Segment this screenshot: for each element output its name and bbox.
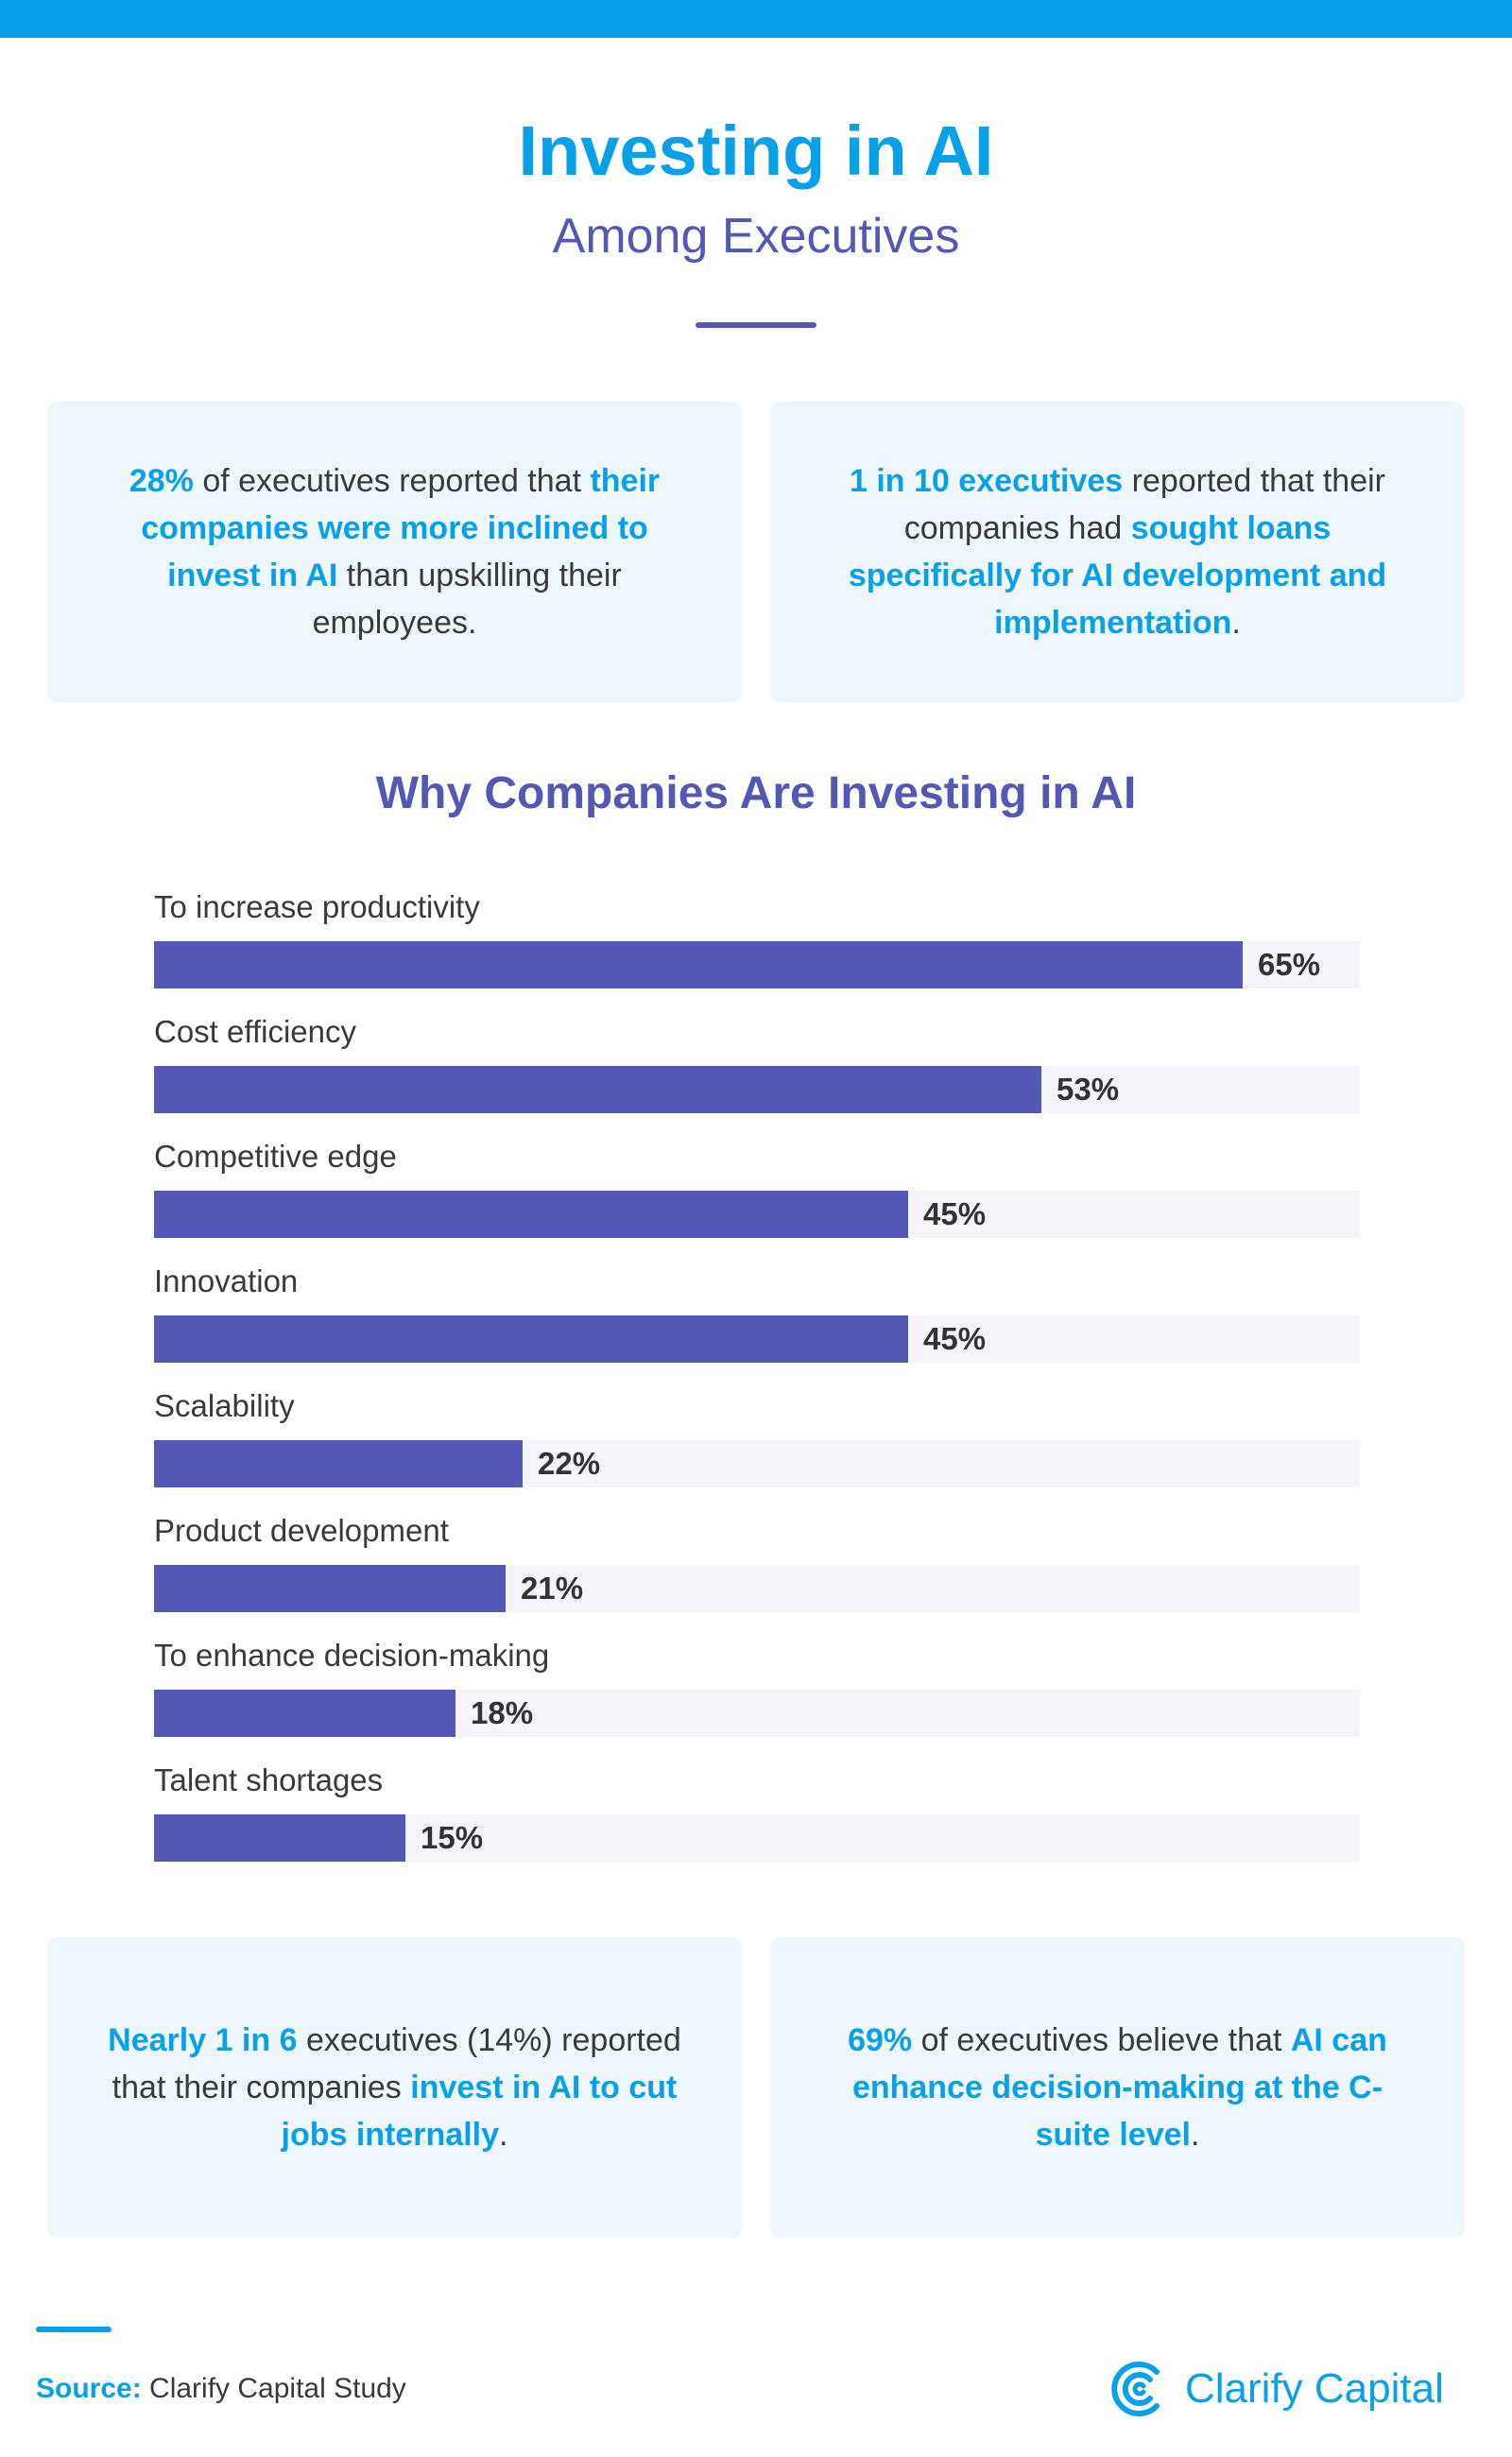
source-note: Source: Clarify Capital Study [36,2370,406,2408]
bar-label: Scalability [154,1388,295,1423]
title-bold: Investing [518,112,826,190]
stat-card-decision-making: 69% of executives believe that AI can en… [770,1937,1465,2238]
body-text: . [499,2117,508,2153]
source-text: Clarify Capital Study [141,2373,406,2404]
bar-label: Product development [154,1513,449,1548]
top-accent-bar [0,0,1512,38]
bar-track: 15% [154,1814,1360,1862]
bar-row: Cost efficiency 53% [154,1013,1360,1126]
bar-value-label: 53% [1057,1072,1120,1107]
stat-card-upskilling: 28% of executives reported that their co… [47,402,742,702]
bar-track: 45% [154,1191,1360,1238]
bar-row: To enhance decision-making 18% [154,1637,1360,1750]
bar-label: Innovation [154,1263,299,1298]
bar-track: 65% [154,941,1360,988]
bar-track: 21% [154,1565,1360,1612]
highlight-text: invest in AI to cut jobs internally [281,2070,678,2153]
bar-value-label: 21% [521,1571,584,1606]
bar-row: Product development 21% [154,1512,1360,1625]
body-text: reported that their companies had [903,463,1385,546]
chart-title: Why Companies Are Investing in AI [375,768,1137,818]
bar-track: 22% [154,1440,1360,1487]
highlight-text: 69% [848,2022,913,2058]
brand-name: Clarify Capital [1185,2365,1444,2412]
bar-row: Scalability 22% [154,1387,1360,1501]
footer-divider [36,2327,112,2332]
bar-row: Talent shortages 15% [154,1761,1360,1875]
bar-row: Competitive edge 45% [154,1138,1360,1251]
highlight-text: Nearly 1 in 6 [108,2022,298,2058]
page-subtitle: Among Executives [552,209,960,264]
highlight-text: 28% [129,463,194,499]
highlight-text: AI can enhance decision-making at the C-… [851,2022,1387,2153]
bar [154,1315,908,1363]
stat-card-loans: 1 in 10 executives reported that their c… [770,402,1465,702]
bar-label: Cost efficiency [154,1014,356,1049]
stat-card-text: Nearly 1 in 6 executives (14%) reported … [104,2017,685,2158]
bar-value-label: 45% [923,1196,987,1231]
body-text: executives (14%) reported that their com… [112,2022,681,2105]
body-text: . [1190,2117,1200,2153]
bar [154,1565,506,1612]
bar-value-label: 45% [923,1321,987,1356]
source-label: Source: [36,2373,142,2404]
bar-label: Talent shortages [154,1762,384,1797]
bar [154,1690,455,1737]
clarify-capital-logo-icon [1111,2362,1160,2416]
highlight-text: their companies were more inclined to in… [141,463,661,593]
page-title: Investing in AI [0,109,1512,194]
bar-value-label: 15% [421,1820,484,1855]
bar [154,941,1243,988]
bar-track: 45% [154,1315,1360,1363]
body-text: of executives believe that [912,2022,1291,2058]
bar [154,1066,1041,1113]
bar-value-label: 65% [1258,947,1321,982]
bar-row: Innovation 45% [154,1263,1360,1376]
bar-track: 18% [154,1690,1360,1737]
bar-label: To increase productivity [154,889,480,924]
bar [154,1440,523,1487]
stat-card-text: 1 in 10 executives reported that their c… [827,457,1408,646]
bar-label: To enhance decision-making [154,1638,550,1673]
title-rest: in AI [825,112,994,190]
title-divider [696,322,816,328]
stat-card-text: 69% of executives believe that AI can en… [827,2017,1408,2158]
bar-track: 53% [154,1066,1360,1113]
bar-label: Competitive edge [154,1139,397,1174]
body-text: than upskilling their employees. [312,558,622,641]
bar [154,1814,405,1862]
bar-value-label: 18% [471,1695,534,1730]
brand-logo: Clarify Capital [1106,2355,1444,2423]
bar [154,1191,908,1238]
stat-card-jobs: Nearly 1 in 6 executives (14%) reported … [47,1937,742,2238]
highlight-text: 1 in 10 executives [849,463,1124,499]
body-text: . [1231,605,1241,641]
bar-chart: To increase productivity 65% Cost efficien… [154,888,1360,1871]
stat-card-text: 28% of executives reported that their co… [104,457,685,646]
body-text: of executives reported that [193,463,591,499]
bar-row: To increase productivity 65% [154,888,1360,1002]
highlight-text: sought loans specifically for AI develop… [848,510,1387,641]
bar-value-label: 22% [538,1446,601,1481]
